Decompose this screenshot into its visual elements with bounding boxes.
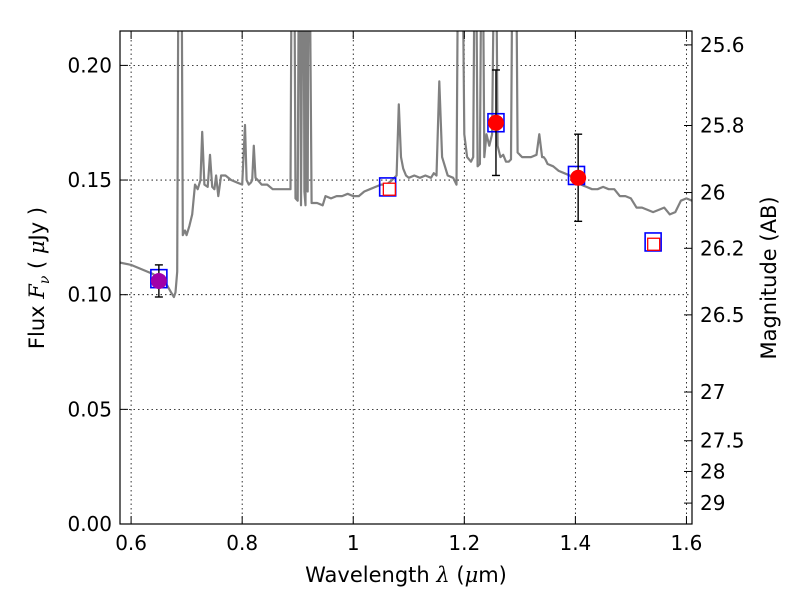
- x-tick-label: 1.6: [671, 531, 703, 555]
- plot-area: [120, 31, 692, 299]
- x-tick-label: 0.6: [115, 531, 147, 555]
- y-tick-label: 0.00: [67, 512, 112, 536]
- right-axis-label: Magnitude (AB): [757, 196, 781, 359]
- mag-tick-label: 26: [700, 181, 725, 205]
- mag-tick-label: 27: [700, 380, 725, 404]
- plot-frame: [119, 30, 693, 525]
- mag-tick-label: 29: [700, 491, 725, 515]
- x-tick-label: 0.8: [226, 531, 258, 555]
- y-tick-label: 0.20: [67, 53, 112, 77]
- y-tick-label: 0.15: [67, 168, 112, 192]
- model-spectrum-line: [120, 31, 692, 299]
- mag-tick-label: 26.5: [700, 303, 745, 327]
- mag-tick-label: 27.5: [700, 429, 745, 453]
- observed-point: [570, 169, 587, 186]
- observed-point: [487, 114, 504, 131]
- upper-limit-marker: [647, 237, 661, 251]
- markers: [150, 69, 662, 298]
- mag-tick-label: 25.8: [700, 113, 745, 137]
- mag-tick-label: 26.2: [700, 236, 745, 260]
- x-axis-label: Wavelength λ (μm): [305, 563, 507, 587]
- x-tick-label: 1.2: [448, 531, 480, 555]
- y-axis-label: Flux Fν ( μJy ): [25, 207, 53, 349]
- grid: [120, 31, 692, 525]
- upper-limit-marker: [382, 182, 396, 196]
- mag-tick-label: 28: [700, 459, 725, 483]
- axis-ticks: 0.6 0.8 1 1.2 1.4 1.6 0.00 0.05 0.10 0.15 0.20 25.6…: [67, 31, 745, 555]
- y-tick-label: 0.05: [67, 397, 112, 421]
- model-photometry-marker: [644, 232, 662, 252]
- x-tick-label: 1.4: [559, 531, 591, 555]
- mag-tick-label: 25.6: [700, 33, 745, 57]
- observed-point: [150, 272, 167, 289]
- y-tick-label: 0.10: [67, 283, 112, 307]
- x-tick-label: 1: [347, 531, 360, 555]
